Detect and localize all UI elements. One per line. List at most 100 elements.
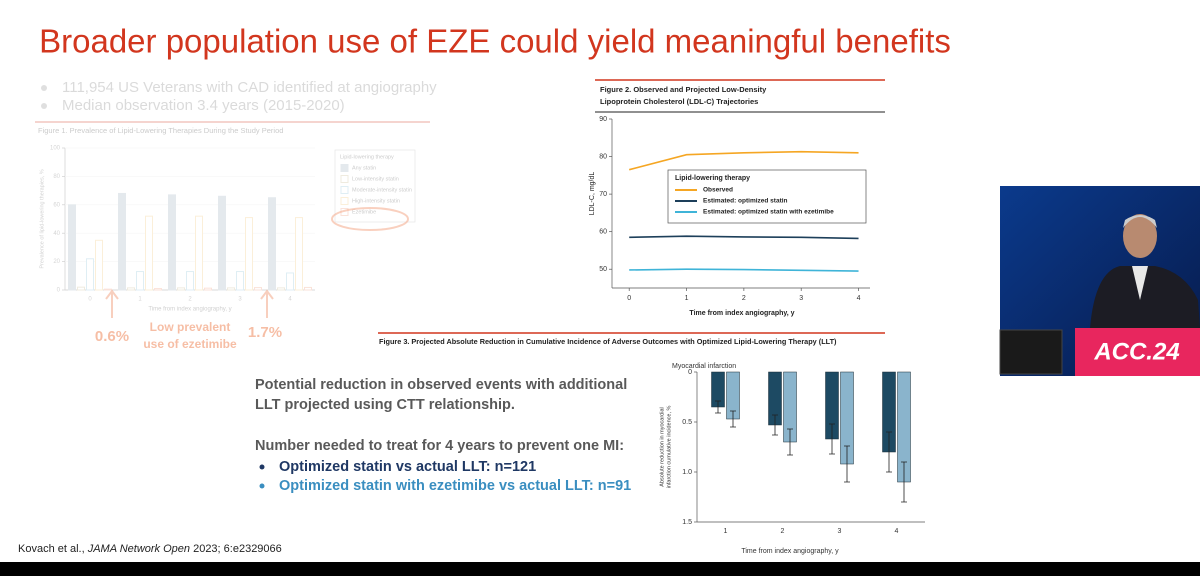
citation: Kovach et al., JAMA Network Open 2023; 6… [18,543,282,555]
logo: ACC.24 [1093,338,1179,365]
podium [1075,328,1200,376]
legend-label: Moderate-intensity statin [352,187,412,193]
error-bar [829,423,835,455]
legend-box [667,169,867,224]
chart-title: Figure 3. Projected Absolute Reduction i… [379,337,837,346]
chart-title: Figure 1. Prevalence of Lipid-Lowering T… [38,126,283,135]
figure-2: 50 60 70 80 90 0 1 2 3 4 Observed Estimated: optimi… [589,79,885,317]
citation-journal: JAMA Network Open [87,543,190,555]
x-tick-label: 2 [188,297,192,303]
bullet-text: 111,954 US Veterans with CAD identified … [62,79,437,96]
y-tick-label: 50 [599,266,607,273]
y-tick-label: 0 [57,288,61,294]
x-tick-label: 0 [627,295,631,302]
nnt-item: Optimized statin with ezetimibe vs actua… [279,478,631,494]
error-bar [787,428,793,456]
bar [77,286,85,291]
nnt-item: Optimized statin vs actual LLT: n=121 [279,459,536,475]
legend-label: Estimated: optimized statin with ezetimi… [703,209,834,216]
line [629,268,859,272]
legend-title: Lipid-lowering therapy [340,154,394,160]
x-axis-label: Time from index angiography, y [741,548,839,555]
arrow [260,289,274,318]
bar [168,194,176,291]
y-tick-label: 40 [53,231,60,237]
x-tick-label: 4 [857,295,861,302]
citation-details: 2023; 6:e2329066 [193,543,282,555]
bar [177,287,185,291]
y-axis-label: Absolute reduction in myocardial [659,407,665,487]
chart-title: Lipoprotein Cholesterol (LDL-C) Trajecto… [600,97,758,106]
bar [218,195,226,291]
bar [118,192,126,291]
error-bar [715,400,721,414]
bar [304,286,312,291]
error-bar [772,414,778,436]
bar [186,271,194,291]
slide-title: Broader population use of EZE could yiel… [39,23,951,60]
bar [104,288,112,291]
x-tick-label: 3 [238,297,242,303]
faded-bullets: 111,954 US Veterans with CAD identified … [41,79,437,114]
legend-swatch [340,175,349,183]
y-tick-label: 70 [599,191,607,198]
y-tick-label: 80 [599,153,607,160]
chart-title: Figure 2. Observed and Projected Low-Den… [600,85,767,94]
x-tick-label: 1 [138,297,142,303]
bar [277,287,285,291]
nnt-heading: Number needed to treat for 4 years to pr… [255,438,624,454]
monitor [999,329,1063,375]
line [629,235,859,240]
legend-swatch [340,197,349,205]
speaker-video: ACC.24 [999,186,1200,376]
bar [254,287,262,291]
bullet [41,103,47,109]
line [628,150,859,171]
annotation: Low prevalent [150,320,231,334]
speaker-head [1123,214,1157,258]
bar [127,287,135,291]
y-tick-label: 20 [53,259,60,265]
y-axis-label: infarction cumulative incidence, % [666,405,672,488]
bar [68,204,76,291]
legend-swatch [340,186,349,194]
bar [195,215,203,291]
x-tick-label: 3 [799,295,803,302]
bar [295,217,303,291]
bar [154,288,162,291]
x-tick-label: 0 [88,297,92,303]
error-bar [901,461,907,503]
x-tick-label: 3 [838,528,842,535]
x-tick-label: 4 [288,297,292,303]
legend-title: Lipid-lowering therapy [675,175,750,182]
bar [286,272,294,291]
y-axis-label: Prevalence of lipid-lowering therapies, … [39,169,45,268]
y-axis-label: LDL-C, mg/dL [589,172,596,216]
annotation: use of ezetimibe [143,337,237,351]
x-tick-label: 2 [742,295,746,302]
error-bar [730,410,736,428]
y-tick-label: 90 [599,116,607,123]
x-tick-label: 4 [895,528,899,535]
bar [236,271,244,291]
panel-title: Myocardial infarction [672,363,736,370]
legend-swatch [340,164,349,172]
error-bar [886,431,892,473]
bullet [259,483,265,489]
error-bar [844,445,850,483]
annotation: 0.6% [95,328,129,345]
y-tick-label: 1.5 [682,519,692,526]
bar [136,271,144,291]
bullet-text: Median observation 3.4 years (2015-2020) [62,97,345,114]
y-tick-label: 60 [599,229,607,236]
speaker-body [1090,266,1200,328]
x-tick-label: 1 [724,528,728,535]
legend-label: Low-intensity statin [352,176,399,182]
speaker-shirt [1132,266,1148,300]
summary-text: LLT projected using CTT relationship. [255,397,515,413]
figure-3: 0 0.5 1.0 1.5 1 2 3 4 Figure 3. Projected Absolu… [378,332,925,555]
y-tick-label: 0.5 [682,419,692,426]
legend-label: Ezetimibe [352,209,376,215]
y-tick-label: 80 [53,174,60,180]
